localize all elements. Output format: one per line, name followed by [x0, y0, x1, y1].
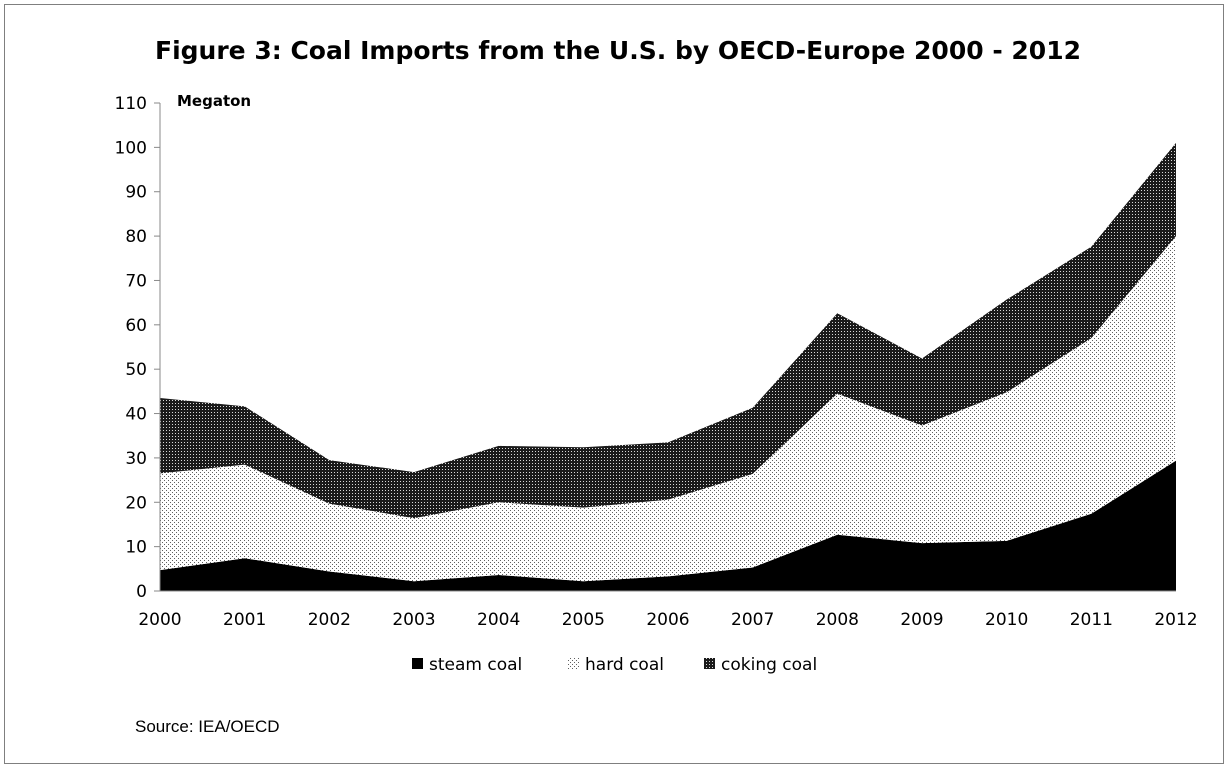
x-tick-label: 2003: [392, 610, 435, 630]
legend-swatch-steam-coal: [412, 658, 423, 669]
area-hard-coal: [160, 236, 1176, 582]
y-tick-label: 30: [125, 449, 147, 469]
x-tick-label: 2000: [138, 610, 181, 630]
chart: Figure 3: Coal Imports from the U.S. by …: [115, 36, 1198, 736]
chart-title: Figure 3: Coal Imports from the U.S. by …: [155, 36, 1081, 65]
x-tick-label: 2001: [223, 610, 266, 630]
y-tick-label: 20: [125, 493, 147, 513]
plot-areas: [160, 142, 1176, 591]
y-tick-label: 60: [125, 316, 147, 336]
y-tick-label: 70: [125, 271, 147, 291]
legend-label-coking-coal: coking coal: [721, 655, 817, 675]
x-tick-label: 2008: [816, 610, 859, 630]
source-note: Source: IEA/OECD: [135, 717, 280, 736]
area-coking-coal: [160, 142, 1176, 519]
y-tick-label: 40: [125, 405, 147, 425]
y-axis-ticks: 0 10 20 30 40 50 60 70 80 90 100 110: [115, 94, 160, 602]
y-tick-label: 90: [125, 183, 147, 203]
area-steam-coal: [160, 460, 1176, 591]
x-tick-label: 2004: [477, 610, 520, 630]
legend: steam coal hard coal coking coal: [412, 655, 817, 675]
x-tick-label: 2010: [985, 610, 1028, 630]
legend-label-hard-coal: hard coal: [585, 655, 664, 675]
y-tick-label: 100: [115, 138, 147, 158]
x-tick-label: 2011: [1070, 610, 1113, 630]
y-tick-label: 80: [125, 227, 147, 247]
legend-swatch-hard-coal: [568, 658, 579, 669]
x-tick-label: 2012: [1154, 610, 1197, 630]
x-axis-ticks: 2000 2001 2002 2003 2004 2005 2006 2007 2008 2009…: [138, 610, 1197, 630]
y-tick-label: 110: [115, 94, 147, 114]
y-tick-label: 0: [136, 582, 147, 602]
x-tick-label: 2006: [646, 610, 689, 630]
y-tick-label: 50: [125, 360, 147, 380]
y-tick-label: 10: [125, 538, 147, 558]
unit-label: Megaton: [177, 92, 251, 110]
legend-swatch-coking-coal: [704, 658, 715, 669]
legend-label-steam-coal: steam coal: [429, 655, 522, 675]
x-tick-label: 2009: [900, 610, 943, 630]
x-tick-label: 2002: [308, 610, 351, 630]
x-tick-label: 2007: [731, 610, 774, 630]
axes: [159, 103, 1176, 592]
x-tick-label: 2005: [562, 610, 605, 630]
